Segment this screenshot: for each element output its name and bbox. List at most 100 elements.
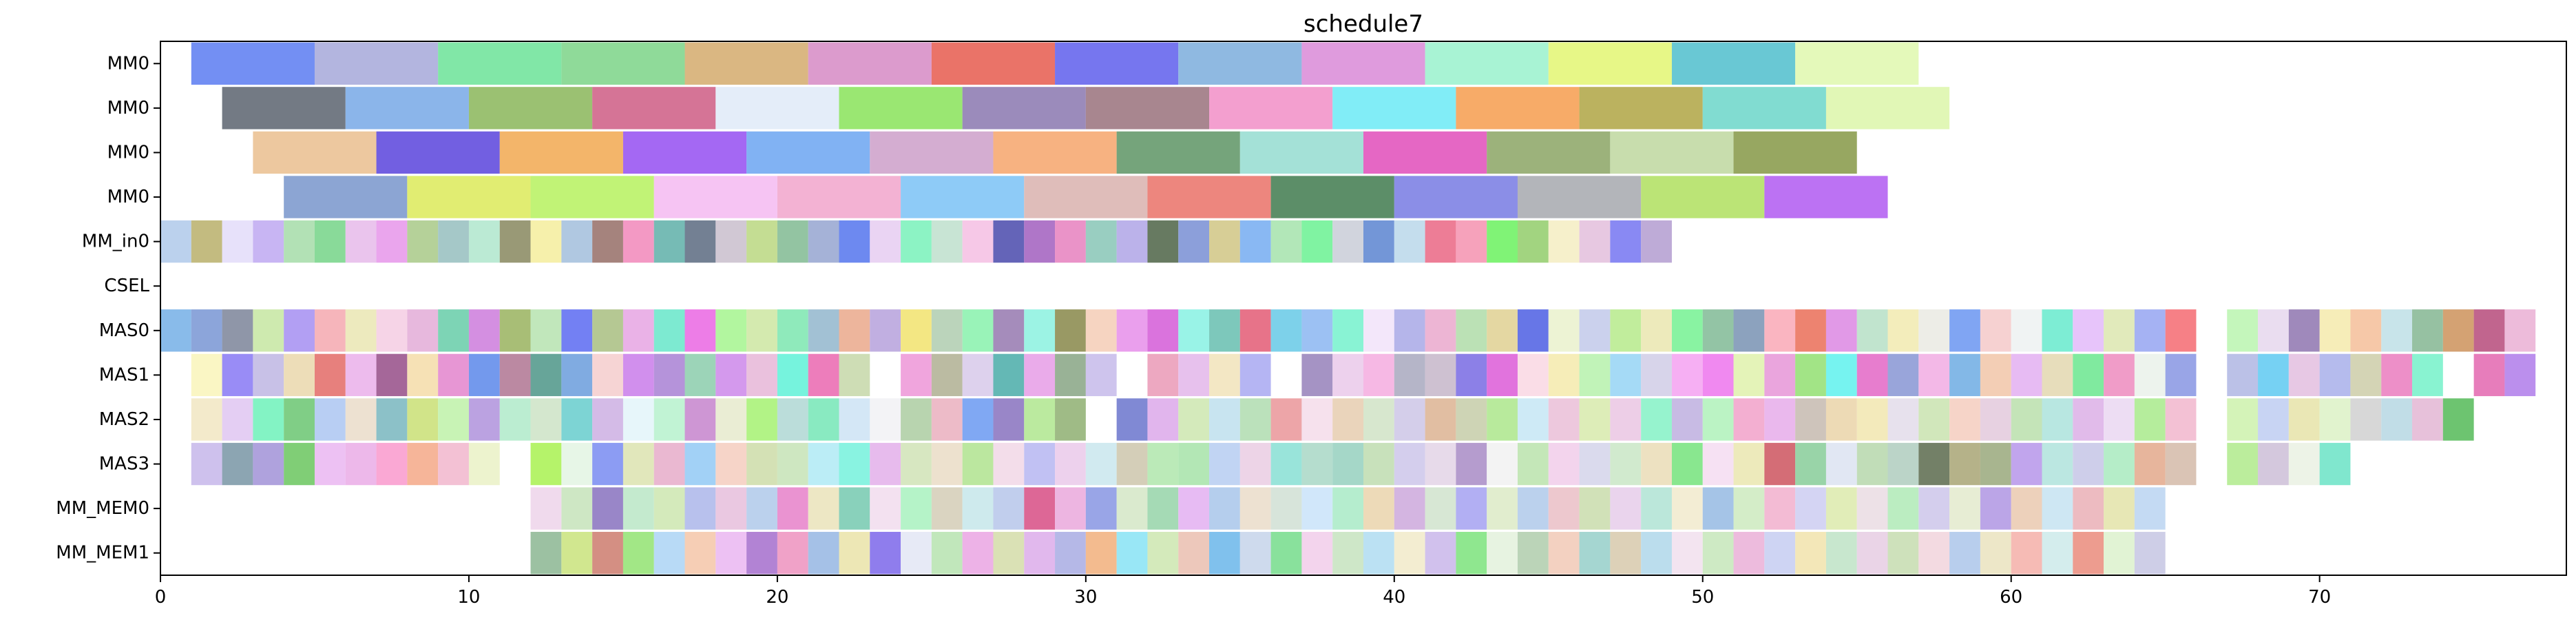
bar-mm-mem0: [901, 487, 932, 530]
bar-mm-in0: [1178, 220, 1210, 263]
bar-mm0: [407, 176, 531, 218]
bar-mas1: [407, 353, 439, 397]
bar-mas2: [962, 398, 994, 441]
bar-mm0: [1239, 131, 1363, 174]
bar-mm0: [345, 87, 469, 130]
bar-mas1: [2227, 353, 2259, 397]
bar-mas3: [777, 442, 808, 486]
bar-mm-mem1: [1270, 532, 1302, 575]
bar-mm0: [1270, 176, 1394, 218]
bar-mas2: [1887, 398, 1919, 441]
bar-mas0: [2134, 309, 2166, 352]
bar-mas2: [2227, 398, 2259, 441]
bar-mas2: [808, 398, 839, 441]
bar-mas0: [2288, 309, 2320, 352]
bar-mas2: [1147, 398, 1179, 441]
bar-mm-mem0: [1856, 487, 1888, 530]
bar-mm-in0: [284, 220, 315, 263]
bar-mas1: [253, 353, 284, 397]
y-tick-label: MM0: [107, 98, 149, 118]
bar-mas1: [1764, 353, 1796, 397]
bar-mas2: [284, 398, 315, 441]
bar-mas0: [1394, 309, 1425, 352]
bar-mm-mem0: [777, 487, 808, 530]
bar-mas3: [1733, 442, 1765, 486]
bar-mas2: [1394, 398, 1425, 441]
bar-mm0: [1825, 87, 1950, 130]
bar-mas2: [1548, 398, 1580, 441]
bar-mm-mem0: [2134, 487, 2166, 530]
bar-mas1: [499, 353, 531, 397]
bar-mm-in0: [684, 220, 716, 263]
bar-mas3: [931, 442, 963, 486]
bar-mm-mem0: [2073, 487, 2104, 530]
bar-mas1: [530, 353, 562, 397]
bar-mas2: [839, 398, 870, 441]
bar-mas1: [2319, 353, 2351, 397]
bar-mm0: [1394, 176, 1518, 218]
bar-mm-in0: [222, 220, 253, 263]
bar-mas3: [901, 442, 932, 486]
bar-mm0: [1671, 42, 1796, 85]
bar-mas0: [2104, 309, 2135, 352]
bar-mas2: [2073, 398, 2104, 441]
bar-mas0: [1764, 309, 1796, 352]
bar-mas2: [1825, 398, 1857, 441]
bar-mas3: [191, 442, 222, 486]
bar-mas3: [345, 442, 377, 486]
bar-mm-in0: [622, 220, 654, 263]
bar-mas2: [2042, 398, 2073, 441]
bar-mm0: [962, 87, 1086, 130]
bar-mas1: [1363, 353, 1394, 397]
bar-mas1: [376, 353, 408, 397]
bar-mm-mem1: [1856, 532, 1888, 575]
bar-mas3: [2258, 442, 2289, 486]
bar-mm-mem0: [715, 487, 747, 530]
bar-mas0: [160, 309, 191, 352]
bar-mas1: [592, 353, 623, 397]
bar-mas2: [1270, 398, 1302, 441]
bar-mas0: [870, 309, 901, 352]
bar-mas0: [1425, 309, 1456, 352]
bar-mm0: [1795, 42, 1919, 85]
bar-mas3: [2319, 442, 2351, 486]
y-tick-label: MAS3: [99, 454, 149, 475]
bar-mas3: [1918, 442, 1950, 486]
bar-mas0: [499, 309, 531, 352]
bar-mas0: [314, 309, 346, 352]
bar-mas2: [1702, 398, 1734, 441]
bar-mas1: [345, 353, 377, 397]
bar-mm-mem1: [1085, 532, 1117, 575]
bar-mas0: [222, 309, 253, 352]
bar-mas2: [1641, 398, 1672, 441]
bar-mm-in0: [592, 220, 623, 263]
x-tick-label: 40: [1383, 587, 1405, 608]
bar-mas3: [314, 442, 346, 486]
bar-mas2: [222, 398, 253, 441]
x-tick-label: 60: [2000, 587, 2022, 608]
x-tick-label: 10: [457, 587, 480, 608]
bar-mas2: [345, 398, 377, 441]
bar-mm0: [1363, 131, 1487, 174]
bar-mas1: [438, 353, 469, 397]
bar-mm0: [1116, 131, 1240, 174]
bar-mas2: [1918, 398, 1950, 441]
bar-mm-in0: [993, 220, 1025, 263]
bar-mas2: [931, 398, 963, 441]
bar-mas3: [1980, 442, 2011, 486]
bar-mas3: [222, 442, 253, 486]
bar-mas2: [1856, 398, 1888, 441]
bar-mm-in0: [1239, 220, 1271, 263]
bar-mas0: [653, 309, 685, 352]
bar-mas3: [2104, 442, 2135, 486]
bar-mas3: [1610, 442, 1642, 486]
y-tick-label: MM0: [107, 142, 149, 163]
bar-mas1: [1055, 353, 1086, 397]
bar-mm-mem1: [2104, 532, 2135, 575]
bar-mas0: [1239, 309, 1271, 352]
bar-mm0: [715, 87, 839, 130]
bar-mas2: [376, 398, 408, 441]
bar-mas2: [1487, 398, 1518, 441]
bar-mas2: [1363, 398, 1394, 441]
bar-mm-mem1: [1239, 532, 1271, 575]
